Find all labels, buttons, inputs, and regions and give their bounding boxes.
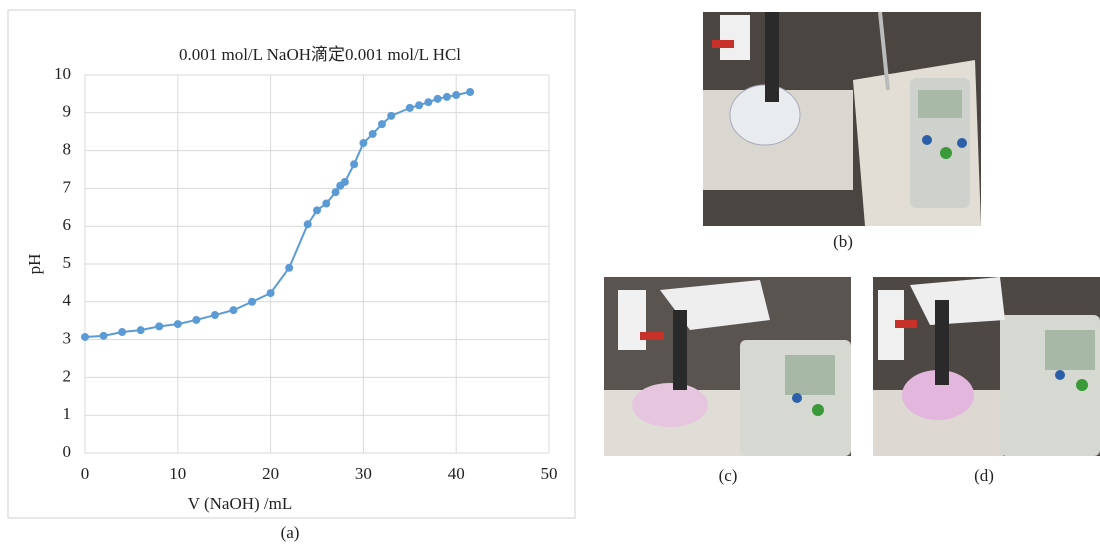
x-tick-label: 30 (355, 464, 372, 483)
photo (604, 277, 851, 456)
y-tick-label: 1 (63, 404, 72, 423)
x-tick-label: 40 (448, 464, 465, 483)
caption: (d) (974, 466, 994, 485)
x-tick-label: 10 (169, 464, 186, 483)
data-point (192, 315, 201, 324)
data-point (405, 103, 414, 112)
data-point (210, 311, 219, 320)
y-tick-label: 7 (63, 177, 72, 196)
y-tick-label: 4 (63, 291, 72, 310)
data-point (173, 320, 182, 329)
photo (703, 11, 981, 226)
caption: (a) (281, 523, 300, 542)
data-point (340, 177, 349, 186)
y-tick-label: 0 (63, 442, 72, 461)
y-axis-label: pH (25, 254, 44, 275)
y-tick-label: 2 (63, 366, 72, 385)
data-point (155, 322, 164, 331)
data-point (266, 289, 275, 298)
data-point (433, 94, 442, 103)
data-point (136, 326, 145, 335)
data-point (229, 306, 238, 315)
data-point (313, 206, 321, 215)
caption: (b) (833, 232, 853, 251)
x-tick-label: 20 (262, 464, 279, 483)
data-point (322, 199, 331, 208)
photo (873, 277, 1100, 456)
data-point (350, 160, 359, 169)
data-point (331, 188, 340, 197)
data-point (303, 220, 312, 229)
caption: (c) (719, 466, 738, 485)
y-tick-label: 5 (63, 253, 72, 272)
data-point (452, 91, 461, 100)
y-tick-label: 8 (63, 140, 72, 159)
y-tick-label: 6 (63, 215, 72, 234)
data-point (285, 263, 294, 272)
data-point (81, 332, 89, 341)
data-point (424, 98, 433, 107)
y-tick-label: 3 (63, 329, 72, 348)
data-point (368, 129, 377, 138)
y-tick-label: 9 (63, 102, 72, 121)
x-axis-label: V (NaOH) /mL (188, 494, 293, 513)
x-tick-label: 0 (81, 464, 90, 483)
data-point (377, 120, 386, 129)
chart-title: 0.001 mol/L NaOH滴定0.001 mol/L HCl (179, 45, 461, 64)
data-point (99, 331, 108, 340)
data-point (118, 328, 127, 337)
data-point (415, 101, 424, 110)
data-point (248, 297, 257, 306)
data-point (359, 139, 368, 148)
data-point (442, 92, 451, 101)
data-point (466, 88, 475, 97)
x-tick-label: 50 (541, 464, 558, 483)
data-point (387, 111, 396, 120)
y-tick-label: 10 (54, 64, 71, 83)
